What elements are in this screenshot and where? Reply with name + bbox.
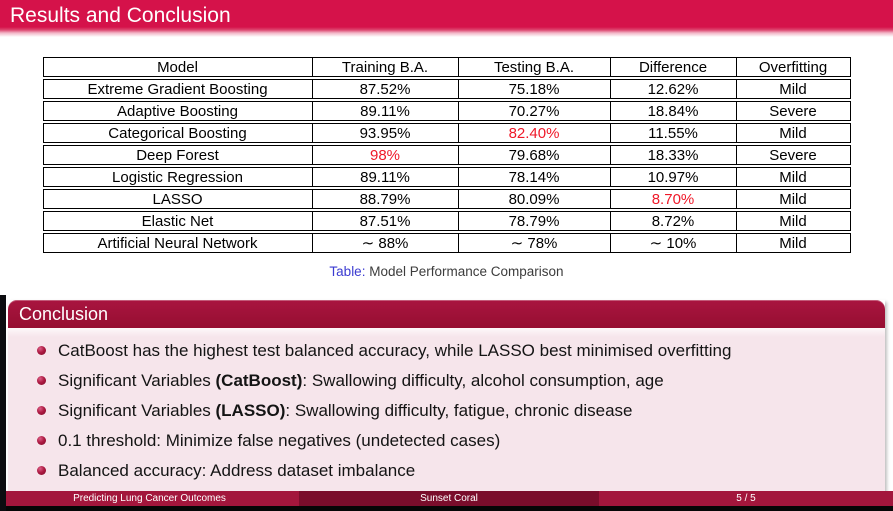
bullet-ball-icon (37, 406, 46, 415)
cell-testing: 78.14% (458, 167, 611, 187)
footer-page-number: 5 / 5 (599, 491, 893, 506)
cell-model: Elastic Net (42, 211, 313, 231)
bullet-text: 0.1 threshold: Minimize false negatives … (58, 431, 501, 450)
frame-title-bar: Results and Conclusion (0, 0, 893, 37)
cell-model: LASSO (42, 189, 313, 209)
cell-model: Categorical Boosting (42, 123, 313, 143)
block-body: CatBoost has the highest test balanced a… (8, 328, 885, 492)
cell-overfitting: Mild (736, 211, 851, 231)
list-item: Significant Variables (LASSO): Swallowin… (8, 400, 885, 430)
cell-model: Artificial Neural Network (42, 233, 313, 253)
footer-bar: Predicting Lung Cancer Outcomes Sunset C… (0, 491, 893, 506)
table-caption: Table: Model Performance Comparison (0, 264, 893, 279)
cell-difference-highlighted: 8.70% (610, 189, 737, 209)
cell-model: Deep Forest (42, 145, 313, 165)
bottom-edge-bar (0, 506, 893, 511)
header-difference: Difference (610, 57, 737, 77)
cell-difference: 10.97% (610, 167, 737, 187)
table-row: Deep Forest 98% 79.68% 18.33% Severe (42, 145, 851, 165)
bullet-ball-icon (37, 436, 46, 445)
cell-overfitting: Mild (736, 233, 851, 253)
cell-difference: 18.84% (610, 101, 737, 121)
bullet-list: CatBoost has the highest test balanced a… (8, 340, 885, 490)
table-row: Artificial Neural Network ∼ 88% ∼ 78% ∼ … (42, 233, 851, 253)
bullet-text: : Swallowing difficulty, alcohol consump… (302, 371, 664, 390)
results-table: Model Training B.A. Testing B.A. Differe… (42, 55, 851, 255)
results-table-container: Model Training B.A. Testing B.A. Differe… (0, 55, 893, 255)
list-item: CatBoost has the highest test balanced a… (8, 340, 885, 370)
caption-label: Table: (329, 264, 366, 279)
footer-title: Predicting Lung Cancer Outcomes (0, 491, 299, 506)
cell-training: 87.52% (312, 79, 459, 99)
table-row: Adaptive Boosting 89.11% 70.27% 18.84% S… (42, 101, 851, 121)
cell-difference: 11.55% (610, 123, 737, 143)
header-training-ba: Training B.A. (312, 57, 459, 77)
bullet-ball-icon (37, 346, 46, 355)
cell-overfitting: Mild (736, 167, 851, 187)
left-edge-strip (0, 295, 6, 511)
list-item: Significant Variables (CatBoost): Swallo… (8, 370, 885, 400)
cell-difference: 12.62% (610, 79, 737, 99)
table-row: LASSO 88.79% 80.09% 8.70% Mild (42, 189, 851, 209)
cell-testing: 75.18% (458, 79, 611, 99)
bullet-text-bold: (CatBoost) (215, 371, 303, 390)
cell-difference: 8.72% (610, 211, 737, 231)
table-header-row: Model Training B.A. Testing B.A. Differe… (42, 57, 851, 77)
header-overfitting: Overfitting (736, 57, 851, 77)
cell-training: 87.51% (312, 211, 459, 231)
table-row: Elastic Net 87.51% 78.79% 8.72% Mild (42, 211, 851, 231)
table-row: Categorical Boosting 93.95% 82.40% 11.55… (42, 123, 851, 143)
bullet-text: : Swallowing difficulty, fatigue, chroni… (285, 401, 633, 420)
cell-testing: 70.27% (458, 101, 611, 121)
block-title: Conclusion (8, 300, 885, 328)
cell-training: 93.95% (312, 123, 459, 143)
cell-difference: ∼ 10% (610, 233, 737, 253)
table-row: Extreme Gradient Boosting 87.52% 75.18% … (42, 79, 851, 99)
cell-difference: 18.33% (610, 145, 737, 165)
header-testing-ba: Testing B.A. (458, 57, 611, 77)
caption-text: Model Performance Comparison (369, 264, 564, 279)
bullet-ball-icon (37, 466, 46, 475)
bullet-text: CatBoost has the highest test balanced a… (58, 341, 732, 360)
cell-testing-highlighted: 82.40% (458, 123, 611, 143)
conclusion-block: Conclusion CatBoost has the highest test… (8, 300, 885, 492)
table-row: Logistic Regression 89.11% 78.14% 10.97%… (42, 167, 851, 187)
cell-testing: 78.79% (458, 211, 611, 231)
cell-testing: 79.68% (458, 145, 611, 165)
cell-overfitting: Severe (736, 145, 851, 165)
cell-overfitting: Mild (736, 123, 851, 143)
bullet-text: Balanced accuracy: Address dataset imbal… (58, 461, 416, 480)
cell-model: Adaptive Boosting (42, 101, 313, 121)
cell-overfitting: Severe (736, 101, 851, 121)
bullet-ball-icon (37, 376, 46, 385)
bullet-text: Significant Variables (58, 371, 216, 390)
header-model: Model (42, 57, 313, 77)
cell-training: ∼ 88% (312, 233, 459, 253)
footer-theme-name: Sunset Coral (299, 491, 599, 506)
cell-overfitting: Mild (736, 189, 851, 209)
cell-training: 88.79% (312, 189, 459, 209)
cell-training-highlighted: 98% (312, 145, 459, 165)
cell-model: Extreme Gradient Boosting (42, 79, 313, 99)
cell-model: Logistic Regression (42, 167, 313, 187)
cell-testing: 80.09% (458, 189, 611, 209)
bullet-text-bold: (LASSO) (215, 401, 286, 420)
cell-training: 89.11% (312, 167, 459, 187)
bullet-text: Significant Variables (58, 401, 216, 420)
cell-testing: ∼ 78% (458, 233, 611, 253)
page-title: Results and Conclusion (10, 4, 231, 27)
cell-overfitting: Mild (736, 79, 851, 99)
list-item: 0.1 threshold: Minimize false negatives … (8, 430, 885, 460)
cell-training: 89.11% (312, 101, 459, 121)
list-item: Balanced accuracy: Address dataset imbal… (8, 460, 885, 490)
